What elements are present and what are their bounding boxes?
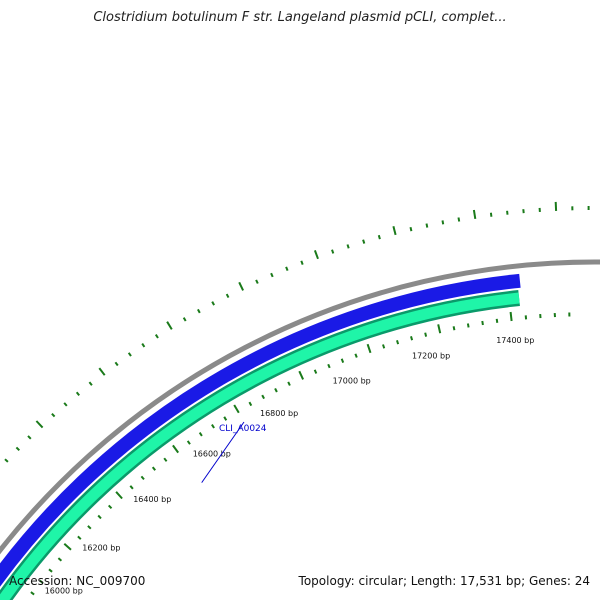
scale-tick-mark bbox=[495, 318, 499, 323]
scale-tick-mark bbox=[97, 514, 102, 520]
outer-tick-mark bbox=[75, 391, 80, 397]
outer-tick-mark bbox=[51, 413, 56, 418]
scale-tick-mark bbox=[63, 543, 72, 551]
outer-tick-ring bbox=[4, 201, 590, 463]
outer-tick-mark bbox=[238, 281, 245, 291]
outer-tick-mark bbox=[377, 234, 381, 240]
outer-tick-mark bbox=[211, 301, 215, 306]
outer-tick-mark bbox=[35, 420, 44, 429]
outer-tick-mark bbox=[346, 244, 350, 249]
scale-label: 16000 bp bbox=[45, 587, 83, 596]
plasmid-backbone bbox=[0, 259, 600, 555]
scale-tick-mark bbox=[57, 557, 63, 562]
outer-tick-mark bbox=[127, 352, 132, 357]
scale-tick-mark bbox=[129, 485, 134, 490]
outer-tick-mark bbox=[313, 250, 319, 260]
scale-label: 17000 bp bbox=[333, 376, 371, 385]
outer-tick-mark bbox=[425, 223, 429, 228]
scale-tick-mark bbox=[452, 326, 456, 331]
outer-tick-mark bbox=[197, 308, 201, 314]
outer-tick-mark bbox=[15, 446, 21, 452]
scale-tick-mark bbox=[48, 568, 53, 573]
scale-tick-mark bbox=[410, 336, 414, 341]
scale-tick-mark bbox=[87, 525, 92, 530]
outer-tick-mark bbox=[362, 239, 366, 244]
scale-tick-mark bbox=[223, 416, 228, 421]
outer-tick-mark bbox=[255, 279, 259, 284]
scale-tick-mark bbox=[327, 363, 331, 369]
scale-tick-mark bbox=[39, 579, 44, 584]
map-title: Clostridium botulinum F str. Langeland p… bbox=[93, 10, 507, 25]
scale-tick-mark bbox=[287, 381, 291, 386]
scale-tick-mark bbox=[509, 311, 513, 322]
accession-label: Accession: NC_009700 bbox=[9, 574, 146, 588]
scale-tick-mark bbox=[77, 535, 82, 540]
gene-forward-strand[interactable] bbox=[0, 273, 521, 600]
outer-tick-mark bbox=[141, 343, 146, 348]
scale-tick-mark bbox=[261, 394, 265, 400]
scale-tick-mark bbox=[396, 340, 400, 345]
outer-tick-mark bbox=[457, 217, 461, 222]
outer-tick-mark bbox=[114, 361, 119, 367]
scale-labels: 16000 bp 16200 bp 16400 bp 16600 bp 1680… bbox=[45, 336, 535, 596]
outer-tick-mark bbox=[225, 293, 230, 299]
scale-tick-mark bbox=[354, 353, 358, 358]
outer-tick-mark bbox=[300, 260, 304, 265]
scale-tick-mark bbox=[186, 440, 191, 445]
scale-tick-mark bbox=[298, 370, 305, 380]
outer-tick-mark bbox=[63, 402, 68, 407]
outer-tick-mark bbox=[154, 334, 159, 339]
scale-tick-mark bbox=[481, 320, 484, 326]
scale-tick-mark bbox=[198, 432, 203, 437]
scale-label: 16400 bp bbox=[133, 495, 171, 504]
outer-tick-mark bbox=[88, 381, 93, 386]
outer-tick-mark bbox=[4, 458, 9, 463]
outer-tick-mark bbox=[270, 272, 274, 278]
outer-tick-mark bbox=[409, 226, 413, 232]
outer-tick-mark bbox=[27, 435, 32, 440]
scale-tick-mark bbox=[151, 466, 156, 471]
scale-tick-mark bbox=[107, 504, 113, 509]
scale-tick-mark bbox=[466, 323, 470, 328]
scale-tick-mark bbox=[140, 475, 145, 481]
outer-tick-mark bbox=[489, 212, 493, 217]
outer-tick-mark bbox=[98, 367, 106, 376]
outer-tick-mark bbox=[182, 317, 187, 322]
scale-tick-mark bbox=[211, 424, 215, 429]
scale-label: 16600 bp bbox=[193, 450, 231, 459]
outer-tick-mark bbox=[331, 249, 335, 254]
scale-tick-mark bbox=[340, 358, 345, 363]
scale-tick-mark bbox=[248, 401, 253, 407]
scale-label: 17200 bp bbox=[412, 351, 450, 360]
scale-tick-mark bbox=[172, 444, 180, 454]
scale-label: 16800 bp bbox=[260, 409, 298, 418]
scale-label: 16200 bp bbox=[82, 544, 120, 553]
gene-label-leader bbox=[201, 421, 245, 483]
gene-reverse-strand-outline bbox=[0, 290, 520, 600]
scale-tick-mark bbox=[163, 457, 168, 462]
outer-tick-mark bbox=[472, 209, 477, 220]
scale-tick-mark bbox=[30, 591, 35, 596]
scale-label: 17400 bp bbox=[496, 336, 534, 345]
outer-tick-mark bbox=[441, 220, 445, 225]
scale-tick-mark bbox=[366, 343, 372, 354]
scale-tick-mark bbox=[382, 344, 386, 349]
scale-tick-mark bbox=[115, 491, 123, 500]
scale-tick-mark bbox=[274, 387, 278, 393]
scale-tick-mark bbox=[437, 324, 442, 334]
map-summary: Topology: circular; Length: 17,531 bp; G… bbox=[298, 574, 590, 588]
outer-tick-mark bbox=[392, 225, 397, 236]
outer-tick-mark bbox=[166, 321, 173, 330]
gene-reverse-strand[interactable] bbox=[0, 292, 520, 600]
outer-tick-mark bbox=[285, 266, 289, 271]
scale-tick-mark bbox=[313, 369, 318, 374]
scale-tick-mark bbox=[424, 332, 428, 337]
scale-tick-ring bbox=[30, 311, 571, 596]
scale-tick-mark bbox=[233, 404, 240, 414]
gene-label[interactable]: CLI_A0024 bbox=[219, 424, 267, 434]
